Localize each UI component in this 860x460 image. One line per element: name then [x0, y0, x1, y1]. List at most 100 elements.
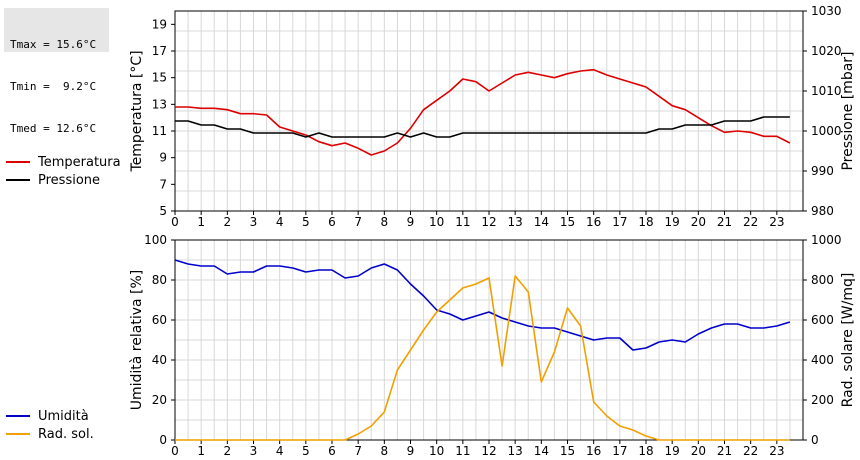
y-tick-label: 13 — [152, 97, 167, 111]
y-tick-label: 7 — [159, 177, 167, 191]
legend-label-umidita: Umidità — [38, 408, 89, 424]
legend-item-pressione: Pressione — [6, 171, 121, 189]
x-tick-label: 18 — [638, 444, 653, 458]
y-tick-label: 100 — [144, 233, 167, 247]
x-tick-label: 13 — [508, 215, 523, 229]
x-tick-label: 6 — [328, 444, 336, 458]
x-tick-label: 2 — [224, 215, 232, 229]
y2-tick-label: 200 — [811, 393, 834, 407]
y-tick-label: 5 — [159, 204, 167, 218]
y2-tick-label: 600 — [811, 313, 834, 327]
x-tick-label: 11 — [455, 215, 470, 229]
y2-axis-label: Pressione [mbar] — [840, 51, 856, 170]
series-line-rad-sol- — [175, 275, 790, 441]
y-tick-label: 0 — [159, 433, 167, 447]
legend-swatch-temperatura — [6, 161, 30, 163]
x-tick-label: 16 — [586, 444, 601, 458]
x-tick-label: 23 — [769, 444, 784, 458]
x-tick-label: 14 — [534, 215, 549, 229]
legend-item-rad-sol: Rad. sol. — [6, 425, 94, 443]
x-tick-label: 7 — [354, 215, 362, 229]
x-tick-label: 17 — [612, 215, 627, 229]
y-tick-label: 80 — [152, 273, 167, 287]
x-tick-label: 21 — [717, 444, 732, 458]
x-tick-label: 12 — [481, 444, 496, 458]
x-tick-label: 3 — [250, 444, 258, 458]
x-tick-label: 15 — [560, 444, 575, 458]
series-line-pressione — [175, 116, 790, 138]
y-tick-label: 17 — [152, 44, 167, 58]
x-tick-label: 22 — [743, 444, 758, 458]
x-tick-label: 10 — [429, 215, 444, 229]
x-tick-label: 6 — [328, 215, 336, 229]
y2-tick-label: 990 — [811, 164, 834, 178]
legend-item-temperatura: Temperatura — [6, 153, 121, 171]
y2-tick-label: 1000 — [811, 233, 842, 247]
legend-swatch-rad-sol — [6, 433, 30, 435]
y2-tick-label: 400 — [811, 353, 834, 367]
y-axis-label: Temperatura [°C] — [129, 50, 145, 172]
x-tick-label: 5 — [302, 215, 310, 229]
x-tick-label: 4 — [276, 444, 284, 458]
x-tick-label: 0 — [171, 444, 179, 458]
x-tick-label: 20 — [691, 444, 706, 458]
y-tick-label: 15 — [152, 71, 167, 85]
chart-panel-2: 0 1 2 3 4 5 6 7 8 9 10 11 12 13 14 15 16 17 18 19 20 21 22 2302… — [129, 233, 856, 458]
x-tick-label: 15 — [560, 215, 575, 229]
x-tick-label: 8 — [381, 215, 389, 229]
series-line-umidit- — [174, 259, 791, 351]
x-tick-label: 10 — [429, 444, 444, 458]
x-tick-label: 17 — [612, 444, 627, 458]
y2-tick-label: 980 — [811, 204, 834, 218]
x-tick-label: 19 — [665, 444, 680, 458]
x-tick-label: 23 — [769, 215, 784, 229]
x-tick-label: 7 — [354, 444, 362, 458]
x-tick-label: 12 — [481, 215, 496, 229]
legend-label-temperatura: Temperatura — [38, 154, 121, 170]
x-tick-label: 13 — [508, 444, 523, 458]
y2-tick-label: 1020 — [811, 44, 842, 58]
chart-panel-1: 0 1 2 3 4 5 6 7 8 9 10 11 12 13 14 15 16 17 18 19 20 21 22 2357… — [129, 4, 856, 229]
tmax-text: Tmax = 15.6°C — [10, 38, 97, 51]
y-tick-label: 19 — [152, 17, 167, 31]
y2-tick-label: 1010 — [811, 84, 842, 98]
x-tick-label: 9 — [407, 444, 415, 458]
tmin-text: Tmin = 9.2°C — [10, 80, 97, 93]
legend-bottom: Umidità Rad. sol. — [6, 407, 94, 443]
legend-swatch-pressione — [6, 179, 30, 181]
x-tick-label: 1 — [197, 444, 205, 458]
x-tick-label: 1 — [197, 215, 205, 229]
legend-swatch-umidita — [6, 415, 30, 417]
y-axis-label: Umidità relativa [%] — [129, 270, 145, 411]
y-tick-label: 9 — [159, 151, 167, 165]
x-tick-label: 14 — [534, 444, 549, 458]
y-tick-label: 11 — [152, 124, 167, 138]
x-tick-label: 5 — [302, 444, 310, 458]
legend-item-umidita: Umidità — [6, 407, 94, 425]
legend-label-pressione: Pressione — [38, 172, 101, 188]
y-tick-label: 60 — [152, 313, 167, 327]
legend-top: Temperatura Pressione — [6, 153, 121, 189]
x-tick-label: 0 — [171, 215, 179, 229]
stats-box: Tmax = 15.6°C Tmin = 9.2°C Tmed = 12.6°C — [4, 8, 109, 135]
y-tick-label: 40 — [152, 353, 167, 367]
y2-tick-label: 1030 — [811, 4, 842, 18]
x-tick-label: 21 — [717, 215, 732, 229]
x-tick-label: 9 — [407, 215, 415, 229]
legend-label-rad-sol: Rad. sol. — [38, 426, 94, 442]
y2-tick-label: 0 — [811, 433, 819, 447]
x-tick-label: 22 — [743, 215, 758, 229]
x-tick-label: 3 — [250, 215, 258, 229]
x-tick-label: 19 — [665, 215, 680, 229]
x-tick-label: 16 — [586, 215, 601, 229]
y2-axis-label: Rad. solare [W/mq] — [840, 273, 856, 408]
x-tick-label: 18 — [638, 215, 653, 229]
x-tick-label: 20 — [691, 215, 706, 229]
x-tick-label: 2 — [224, 444, 232, 458]
x-tick-label: 8 — [381, 444, 389, 458]
y2-tick-label: 1000 — [811, 124, 842, 138]
series-line-temperatura — [175, 68, 791, 156]
y2-tick-label: 800 — [811, 273, 834, 287]
tmed-text: Tmed = 12.6°C — [10, 122, 97, 135]
